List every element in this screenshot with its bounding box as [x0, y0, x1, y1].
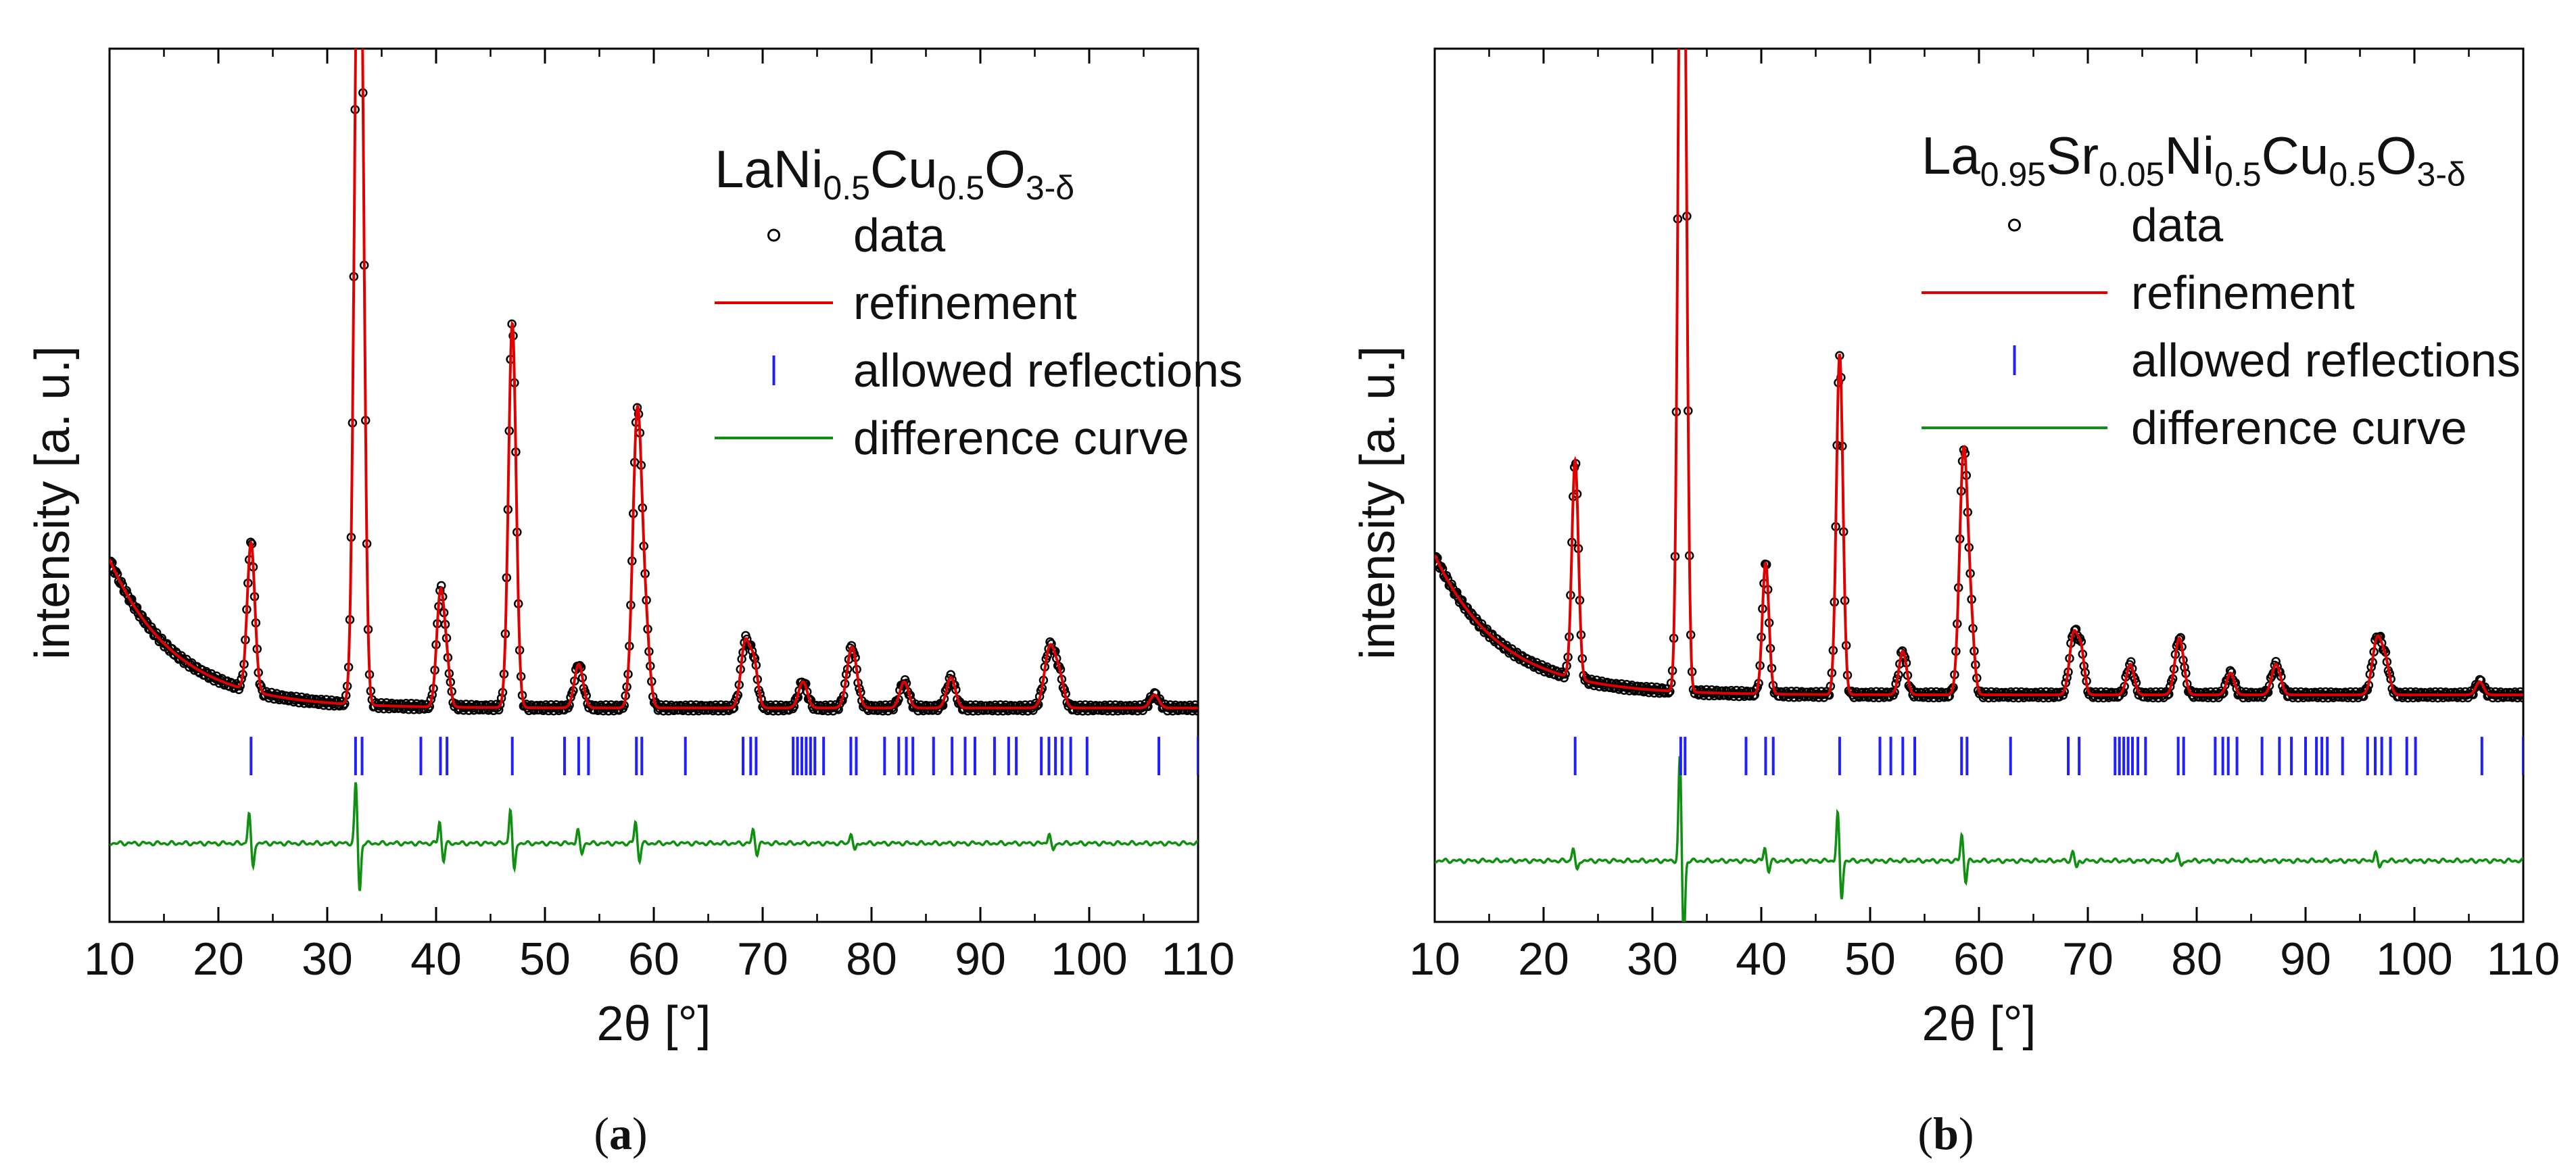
- formula-subscript: 3-δ: [2417, 155, 2466, 193]
- y-axis-label: intensity [a. u.]: [26, 346, 80, 660]
- plot-area: [1435, 49, 2523, 922]
- data-point: [2174, 634, 2184, 644]
- difference-curve: [1435, 756, 2523, 922]
- panel-b: 10 20 30 40 50 60 70 80 90 100 110 2θ [°] intensity …: [1351, 47, 2560, 1159]
- panel-caption: (a): [594, 1108, 647, 1159]
- x-tick-label: 90: [2280, 933, 2331, 985]
- x-tick-label: 20: [1518, 933, 1569, 985]
- legend-label: data: [2131, 199, 2223, 251]
- caption-letter: a: [609, 1108, 632, 1159]
- x-tick-label: 30: [1627, 933, 1678, 985]
- formula-subscript: 0.5: [2329, 155, 2376, 193]
- x-tick-label: 70: [737, 933, 788, 985]
- formula-element: La: [1922, 126, 1980, 185]
- legend-label: data: [853, 209, 945, 262]
- formula-element: Ni: [2164, 126, 2214, 185]
- y-axis-label: intensity [a. u.]: [1351, 346, 1405, 660]
- caption-paren: (: [594, 1108, 609, 1159]
- formula-element: O: [2376, 126, 2417, 185]
- legend-label: refinement: [853, 276, 1077, 329]
- caption-paren: ): [632, 1108, 648, 1159]
- data-point: [1435, 553, 1439, 563]
- data-point: [2391, 687, 2401, 697]
- x-tick-label: 90: [955, 933, 1006, 985]
- legend-label: allowed reflections: [2131, 334, 2521, 387]
- x-tick-label: 100: [1051, 933, 1127, 985]
- x-tick-label: 60: [628, 933, 679, 985]
- compound-formula: LaNi0.5Cu0.5O3-δ: [715, 139, 1074, 207]
- formula-subscript: 0.5: [2214, 155, 2262, 193]
- difference-curve: [110, 782, 1198, 891]
- x-tick-label: 30: [302, 933, 353, 985]
- formula-element: Cu: [2262, 126, 2329, 185]
- formula-subscript: 3-δ: [1026, 169, 1074, 207]
- formula-subscript: 0.05: [2099, 155, 2164, 193]
- legend-label: difference curve: [853, 412, 1189, 464]
- formula-subscript: 0.5: [823, 169, 870, 207]
- data-point: [1066, 700, 1076, 710]
- formula-subscript: 0.95: [1980, 155, 2046, 193]
- x-axis-label: 2θ [°]: [1922, 997, 2036, 1051]
- legend-label: allowed reflections: [853, 344, 1243, 397]
- x-tick-label: 110: [1162, 933, 1235, 985]
- formula-subscript: 0.5: [938, 169, 985, 207]
- data-point: [110, 558, 114, 567]
- x-tick-label: 40: [1736, 933, 1787, 985]
- caption-paren: (: [1917, 1108, 1933, 1159]
- x-tick-label: 60: [1953, 933, 2005, 985]
- legend-symbol-data: [2008, 218, 2021, 232]
- x-axis-label: 2θ [°]: [597, 997, 711, 1051]
- refinement-curve: [110, 49, 1198, 710]
- x-tick-label: 110: [2487, 933, 2560, 985]
- formula-element: O: [984, 139, 1026, 199]
- plot-area: [110, 49, 1198, 891]
- formula-element: Sr: [2046, 126, 2099, 185]
- data-point: [2117, 686, 2126, 696]
- formula-element: LaNi: [715, 139, 823, 199]
- refinement-curve: [1435, 49, 2523, 697]
- x-tick-label: 40: [410, 933, 462, 985]
- x-tick-label: 100: [2376, 933, 2452, 985]
- x-tick-label: 70: [2062, 933, 2114, 985]
- x-tick-label: 80: [846, 933, 897, 985]
- compound-formula: La0.95Sr0.05Ni0.5Cu0.5O3-δ: [1922, 126, 2466, 193]
- x-tick-label: 20: [193, 933, 244, 985]
- x-tick-label: 10: [1409, 933, 1460, 985]
- panel-a: 10 20 30 40 50 60 70 80 90 100 110 2θ [°] intensity …: [26, 47, 1243, 1159]
- legend-label: refinement: [2131, 266, 2355, 319]
- caption-letter: b: [1933, 1108, 1959, 1159]
- formula-element: Cu: [870, 139, 938, 199]
- panel-caption: (b): [1917, 1108, 1974, 1159]
- x-tick-label: 80: [2171, 933, 2222, 985]
- x-tick-label: 10: [84, 933, 135, 985]
- caption-paren: ): [1959, 1108, 1974, 1159]
- x-tick-label: 50: [519, 933, 571, 985]
- legend-label: difference curve: [2131, 401, 2467, 454]
- legend-symbol-data: [767, 228, 780, 242]
- x-tick-label: 50: [1844, 933, 1896, 985]
